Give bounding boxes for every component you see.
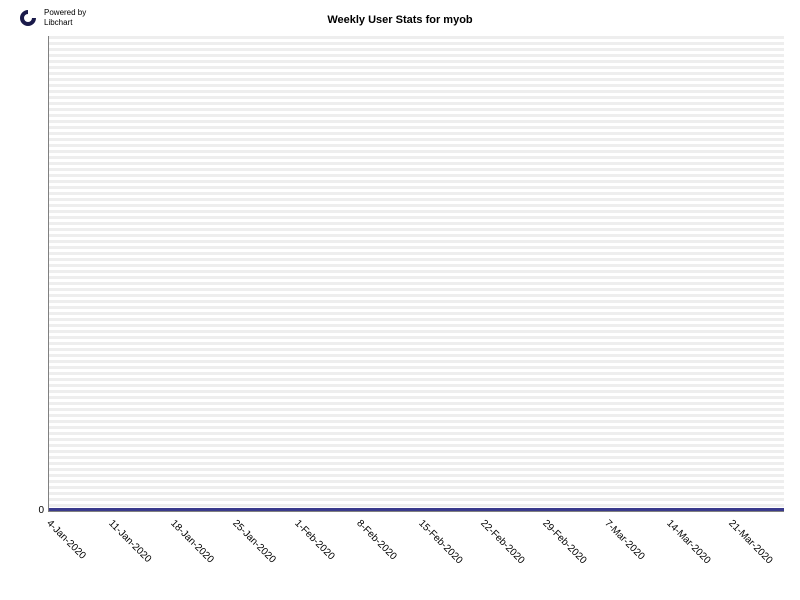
- x-tick-label: 8-Feb-2020: [354, 518, 398, 562]
- x-tick-label: 15-Feb-2020: [416, 518, 464, 566]
- x-tick-label: 4-Jan-2020: [44, 518, 88, 562]
- x-tick-label: 29-Feb-2020: [540, 518, 588, 566]
- x-tick-label: 14-Mar-2020: [664, 518, 712, 566]
- y-tick-label: 0: [38, 505, 44, 516]
- x-tick-label: 1-Feb-2020: [292, 518, 336, 562]
- plot-grid-background: [49, 36, 784, 511]
- x-tick-label: 25-Jan-2020: [230, 518, 277, 565]
- plot-area: [48, 36, 784, 512]
- x-tick-label: 7-Mar-2020: [602, 518, 646, 562]
- chart-baseline: [49, 508, 784, 511]
- chart-title: Weekly User Stats for myob: [0, 14, 800, 26]
- x-tick-label: 11-Jan-2020: [106, 518, 153, 565]
- x-axis-labels: 4-Jan-2020 11-Jan-2020 18-Jan-2020 25-Ja…: [48, 518, 784, 598]
- x-tick-label: 22-Feb-2020: [478, 518, 526, 566]
- x-tick-label: 18-Jan-2020: [168, 518, 215, 565]
- x-tick-label: 21-Mar-2020: [726, 518, 774, 566]
